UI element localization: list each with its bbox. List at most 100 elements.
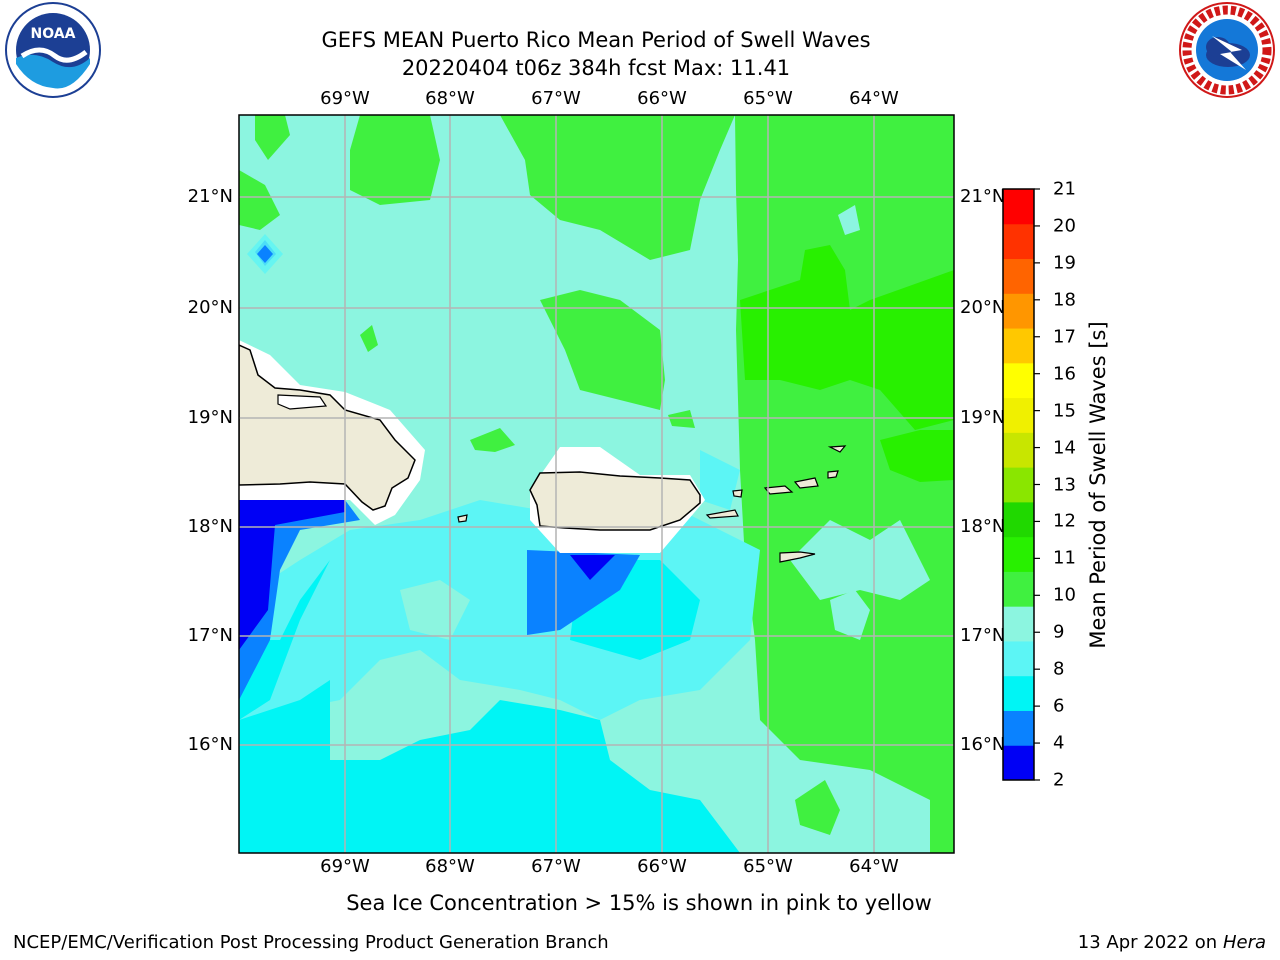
blue-patch-nw-core	[257, 245, 273, 263]
green-region-northwest	[350, 115, 440, 205]
footer-date-text: 13 Apr 2022 on	[1077, 932, 1218, 953]
sea-ice-note: Sea Ice Concentration > 15% is shown in …	[346, 891, 932, 915]
map-frame	[238, 114, 955, 854]
lon-label-top: 66°W	[637, 88, 687, 109]
noaa-text: NOAA	[31, 26, 76, 42]
colorbar-tick-label: 14	[1053, 437, 1076, 459]
green-region-north	[500, 115, 735, 260]
green-patch-4	[668, 410, 695, 428]
bright-green-region-2	[880, 430, 954, 482]
colorbar-tick-label: 10	[1053, 584, 1076, 606]
mona-island-land	[457, 514, 468, 523]
swell-period-field	[239, 115, 954, 853]
colorbar-tick-label: 8	[1053, 658, 1065, 680]
lat-label-right: 17°N	[960, 625, 1006, 646]
lon-label-bottom: 65°W	[743, 856, 793, 877]
colorbar-segment	[1003, 328, 1034, 364]
puerto-rico-land	[529, 471, 701, 531]
colorbar-tick-label: 20	[1053, 215, 1076, 237]
lon-label-bottom: 67°W	[531, 856, 581, 877]
deep-blue-patch-pr	[570, 555, 615, 580]
colorbar-tick-label: 9	[1053, 621, 1065, 643]
footer-credit: NCEP/EMC/Verification Post Processing Pr…	[13, 932, 609, 953]
vieques-land	[705, 509, 739, 519]
lat-label-right: 20°N	[960, 297, 1006, 318]
cyan-band-west	[239, 560, 330, 720]
hispaniola-land	[239, 344, 416, 511]
colorbar-tick-label: 6	[1053, 695, 1065, 717]
colorbar-segment	[1003, 606, 1034, 642]
colorbar-tick-label: 18	[1053, 289, 1076, 311]
lon-label-bottom: 68°W	[425, 856, 475, 877]
lon-label-top: 68°W	[425, 88, 475, 109]
colorbar-segment	[1003, 745, 1034, 781]
bright-green-region	[740, 245, 954, 430]
lat-label-right: 21°N	[960, 186, 1006, 207]
virgin-gorda-land	[827, 470, 839, 479]
map-subtitle: 20220404 t06z 384h fcst Max: 11.41	[401, 56, 791, 80]
green-patch-1	[470, 428, 515, 452]
lat-label-left: 21°N	[187, 186, 233, 207]
colorbar-segment	[1003, 710, 1034, 746]
lat-label-right: 18°N	[960, 516, 1006, 537]
cyan-band-south	[239, 680, 740, 853]
noaa-logo: NOAA	[5, 2, 101, 98]
colorbar-segment	[1003, 675, 1034, 711]
colorbar-segment	[1003, 432, 1034, 468]
colorbar-segment	[1003, 536, 1034, 572]
colorbar-segment	[1003, 223, 1034, 260]
lat-label-left: 18°N	[187, 516, 233, 537]
colorbar-tick-label: 15	[1053, 400, 1076, 422]
green-patch-2	[360, 325, 378, 352]
lon-label-top: 65°W	[743, 88, 793, 109]
colorbar-tick-label: 4	[1053, 732, 1065, 754]
lon-label-bottom: 66°W	[637, 856, 687, 877]
map-title: GEFS MEAN Puerto Rico Mean Period of Swe…	[321, 28, 871, 52]
colorbar-tick-label: 17	[1053, 326, 1076, 348]
colorbar-tick-label: 2	[1053, 769, 1065, 791]
colorbar-segment	[1003, 258, 1034, 294]
anegada-land	[827, 445, 847, 453]
lat-label-left: 20°N	[187, 297, 233, 318]
colorbar-tick-label: 12	[1053, 510, 1076, 532]
colorbar-tick-label: 19	[1053, 252, 1076, 274]
lat-label-right: 19°N	[960, 407, 1006, 428]
colorbar-segment	[1003, 293, 1034, 329]
colorbar-tick-label: 11	[1053, 547, 1076, 569]
green-patch-3	[620, 133, 660, 155]
lon-label-top: 67°W	[531, 88, 581, 109]
st-croix-land	[779, 551, 816, 563]
colorbar-segment	[1003, 571, 1034, 607]
cyan-region-east	[790, 520, 930, 600]
deep-blue-region-west	[239, 500, 345, 650]
colorbar-segment	[1003, 189, 1034, 225]
cyan-patch-east-2	[838, 205, 860, 235]
colorbar-tick-label: 13	[1053, 474, 1076, 495]
lon-label-bottom: 69°W	[320, 856, 370, 877]
green-region-corner	[255, 115, 290, 160]
colorbar-segment	[1003, 362, 1034, 399]
lat-label-left: 17°N	[187, 625, 233, 646]
green-region-central	[540, 290, 665, 410]
colorbar-tick-label: 21	[1053, 178, 1076, 200]
culebra-land	[732, 489, 743, 498]
samana-bay	[277, 394, 328, 410]
seafoam-patch-1	[400, 580, 470, 640]
tortola-land	[793, 477, 819, 489]
graticule	[239, 115, 954, 853]
colorbar-segment	[1003, 501, 1034, 538]
colorbar	[1002, 188, 1040, 781]
seafoam-patch-south	[600, 700, 720, 800]
lon-label-bottom: 64°W	[849, 856, 899, 877]
colorbar-tick-label: 16	[1053, 363, 1076, 385]
footer-host: Hera	[1222, 932, 1266, 953]
nws-logo	[1179, 2, 1275, 98]
lon-label-top: 64°W	[849, 88, 899, 109]
colorbar-segment	[1003, 397, 1034, 433]
lat-label-right: 16°N	[960, 734, 1006, 755]
lon-label-top: 69°W	[320, 88, 370, 109]
green-patch-5	[795, 780, 840, 835]
green-region-west	[239, 170, 280, 230]
footer-date: 13 Apr 2022 on Hera	[1078, 932, 1266, 953]
